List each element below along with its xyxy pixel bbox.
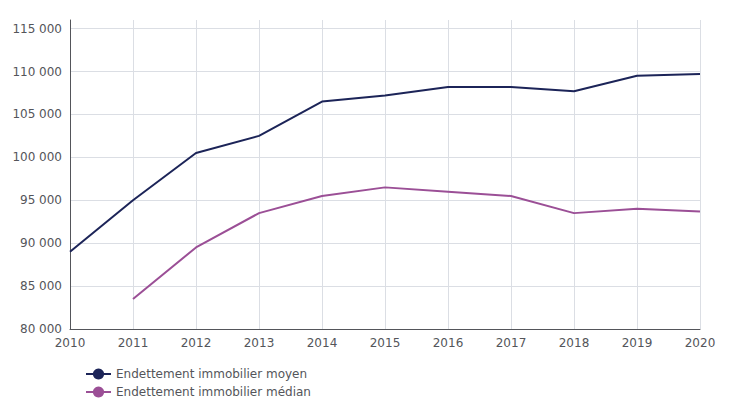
svg-text:2016: 2016 xyxy=(433,336,464,350)
svg-text:115 000: 115 000 xyxy=(12,22,62,36)
svg-text:105 000: 105 000 xyxy=(12,107,62,121)
svg-text:80 000: 80 000 xyxy=(20,322,62,336)
svg-text:2020: 2020 xyxy=(685,336,716,350)
svg-text:85 000: 85 000 xyxy=(20,279,62,293)
svg-text:2015: 2015 xyxy=(370,336,401,350)
svg-text:95 000: 95 000 xyxy=(20,193,62,207)
svg-text:110 000: 110 000 xyxy=(12,65,62,79)
svg-text:2019: 2019 xyxy=(622,336,653,350)
svg-text:2018: 2018 xyxy=(559,336,590,350)
svg-text:Endettement immobilier médian: Endettement immobilier médian xyxy=(116,385,311,399)
svg-text:2017: 2017 xyxy=(496,336,527,350)
svg-text:2013: 2013 xyxy=(244,336,275,350)
svg-text:2010: 2010 xyxy=(55,336,86,350)
svg-text:2014: 2014 xyxy=(307,336,338,350)
svg-text:Endettement immobilier moyen: Endettement immobilier moyen xyxy=(116,367,307,381)
svg-text:90 000: 90 000 xyxy=(20,236,62,250)
svg-text:2011: 2011 xyxy=(118,336,149,350)
svg-text:2012: 2012 xyxy=(181,336,212,350)
svg-text:100 000: 100 000 xyxy=(12,150,62,164)
